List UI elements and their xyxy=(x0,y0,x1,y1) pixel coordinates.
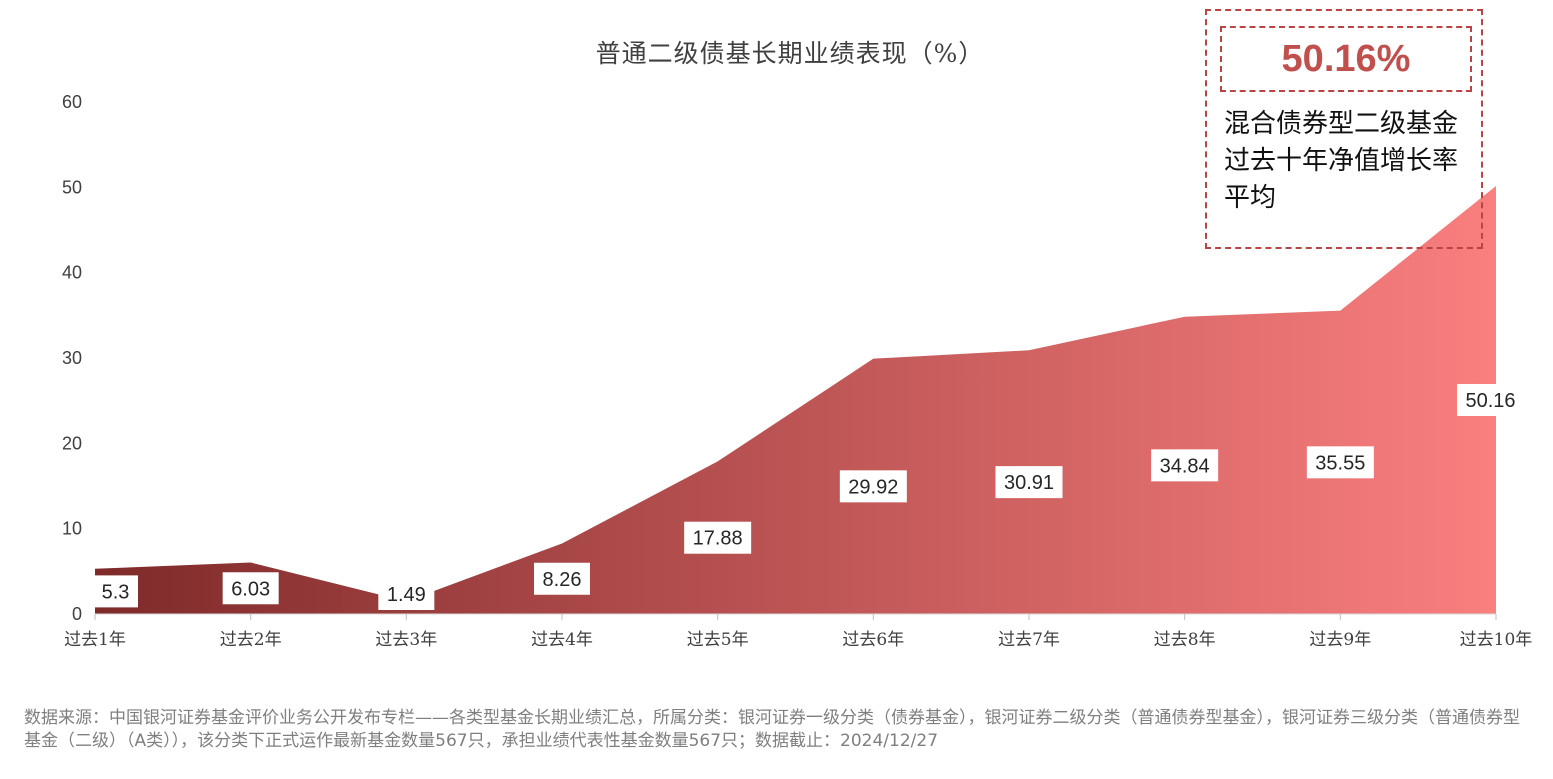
callout-value: 50.16% xyxy=(1220,26,1472,92)
data-label: 17.88 xyxy=(684,521,752,554)
data-label: 8.26 xyxy=(534,562,590,595)
callout-box xyxy=(1205,9,1483,249)
data-label: 1.49 xyxy=(378,578,435,610)
data-label: 50.16 xyxy=(1457,383,1524,416)
data-label: 29.92 xyxy=(839,470,907,503)
x-tick-label: 过去1年 xyxy=(64,630,126,650)
y-tick-label: 50 xyxy=(62,177,82,197)
y-tick-label: 0 xyxy=(72,604,82,624)
x-tick-label: 过去9年 xyxy=(1309,630,1371,650)
data-label: 6.03 xyxy=(222,572,279,605)
x-tick-label: 过去10年 xyxy=(1460,630,1533,650)
x-tick-label: 过去2年 xyxy=(220,630,282,650)
svg-text:34.84: 34.84 xyxy=(1160,455,1210,477)
data-label: 35.55 xyxy=(1306,446,1374,479)
chart-title: 普通二级债基长期业绩表现（%） xyxy=(595,39,985,68)
svg-text:29.92: 29.92 xyxy=(848,476,898,498)
data-label: 5.3 xyxy=(93,575,138,608)
y-tick-label: 60 xyxy=(62,92,82,112)
y-tick-label: 20 xyxy=(62,433,82,453)
y-tick-label: 10 xyxy=(62,519,82,539)
x-tick-label: 过去4年 xyxy=(531,630,593,650)
svg-text:35.55: 35.55 xyxy=(1315,452,1365,474)
x-tick-label: 过去8年 xyxy=(1154,630,1216,650)
svg-text:6.03: 6.03 xyxy=(231,578,270,600)
y-tick-label: 40 xyxy=(62,263,82,283)
x-tick-label: 过去7年 xyxy=(998,630,1060,650)
callout-text: 混合债券型二级基金过去十年净值增长率平均 xyxy=(1224,109,1459,213)
series-area xyxy=(95,185,1496,614)
svg-text:30.91: 30.91 xyxy=(1004,472,1054,494)
data-label: 30.91 xyxy=(995,466,1063,499)
x-tick-label: 过去3年 xyxy=(375,630,437,650)
svg-text:5.3: 5.3 xyxy=(102,581,130,603)
svg-text:8.26: 8.26 xyxy=(543,569,582,591)
x-tick-label: 过去6年 xyxy=(842,630,904,650)
x-tick-label: 过去5年 xyxy=(687,630,749,650)
source-footnote: 数据来源：中国银河证券基金评价业务公开发布专栏——各类型基金长期业绩汇总，所属分… xyxy=(24,708,1520,751)
data-label: 34.84 xyxy=(1151,449,1219,482)
svg-text:17.88: 17.88 xyxy=(693,528,743,550)
svg-text:1.49: 1.49 xyxy=(387,584,426,606)
svg-text:50.16: 50.16 xyxy=(1465,390,1515,412)
y-tick-label: 30 xyxy=(62,348,82,368)
